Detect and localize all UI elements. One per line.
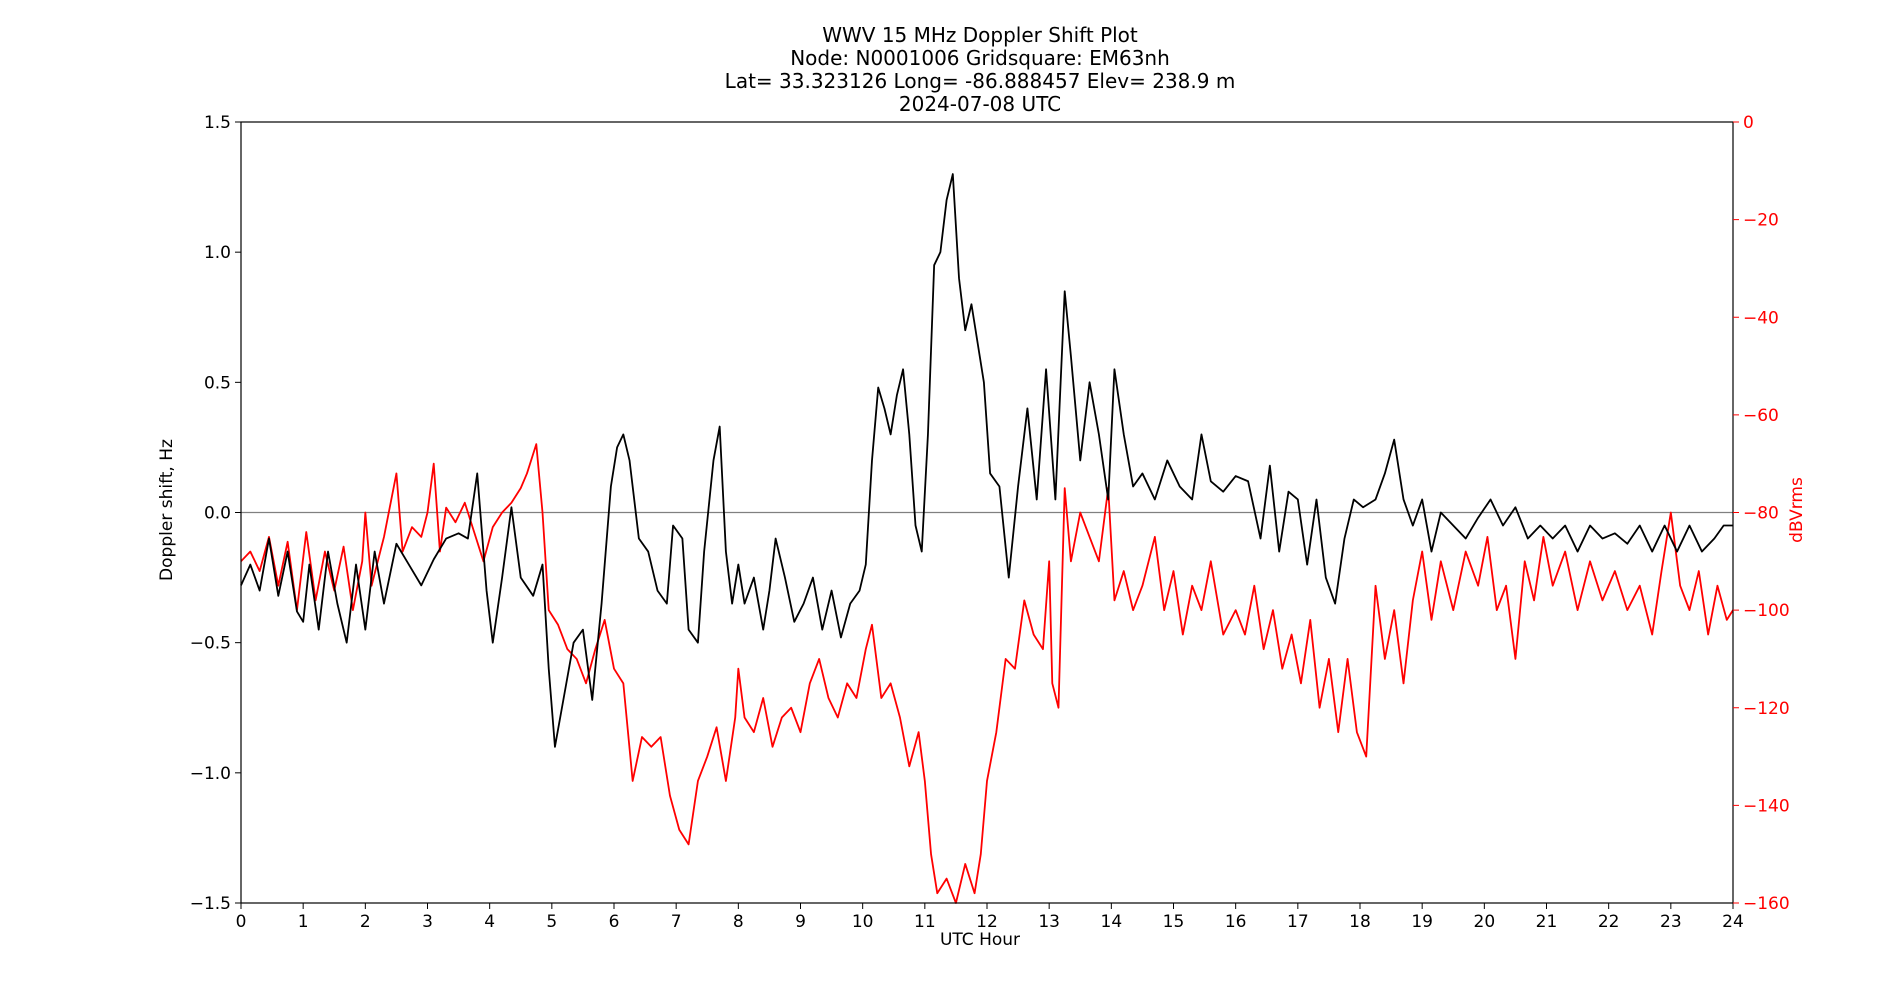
x-tick-label: 13	[1038, 912, 1060, 932]
x-axis-label: UTC Hour	[940, 930, 1020, 950]
x-tick-label: 1	[298, 912, 309, 932]
x-tick-label: 8	[733, 912, 744, 932]
x-axis: 0 1 2 3 4 5 6 7 8 9 10 11 12 13 14 15 16 17 18 19 20 21 22 23 24	[236, 903, 1744, 932]
x-tick-label: 10	[852, 912, 874, 932]
y-tick-label: 0.5	[204, 373, 231, 393]
x-tick-label: 18	[1349, 912, 1371, 932]
y-axis-left: 1.5 1.0 0.5 0.0 −0.5 −1.0 −1.5	[190, 113, 241, 914]
title-block: WWV 15 MHz Doppler Shift Plot Node: N000…	[725, 23, 1236, 116]
x-tick-label: 20	[1474, 912, 1496, 932]
x-tick-label: 9	[795, 912, 806, 932]
x-tick-label: 15	[1163, 912, 1185, 932]
x-tick-label: 14	[1101, 912, 1123, 932]
x-tick-label: 24	[1722, 912, 1744, 932]
y2-tick-label: −100	[1743, 601, 1790, 621]
y-tick-label: 0.0	[204, 504, 231, 524]
x-tick-label: 6	[609, 912, 620, 932]
x-tick-label: 5	[546, 912, 557, 932]
x-tick-label: 7	[671, 912, 682, 932]
x-tick-label: 12	[976, 912, 998, 932]
doppler-series-line	[240, 173, 1733, 748]
y-tick-label: −1.5	[190, 894, 231, 914]
y2-tick-label: 0	[1743, 113, 1754, 133]
x-tick-label: 2	[360, 912, 371, 932]
y2-axis-label: dBVrms	[1787, 477, 1807, 543]
x-tick-label: 11	[914, 912, 936, 932]
chart-subtitle-location: Lat= 33.323126 Long= -86.888457 Elev= 23…	[725, 69, 1236, 93]
y2-tick-label: −80	[1743, 504, 1779, 524]
y2-tick-label: −60	[1743, 406, 1779, 426]
y2-tick-label: −120	[1743, 699, 1790, 719]
series-layer	[240, 173, 1734, 904]
y-tick-label: −0.5	[190, 634, 231, 654]
x-tick-label: 4	[484, 912, 495, 932]
chart-title: WWV 15 MHz Doppler Shift Plot	[822, 23, 1138, 47]
chart-subtitle-date: 2024-07-08 UTC	[899, 92, 1061, 116]
y-tick-label: 1.0	[204, 243, 231, 263]
x-tick-label: 23	[1660, 912, 1682, 932]
x-tick-label: 22	[1598, 912, 1620, 932]
y2-tick-label: −160	[1743, 894, 1790, 914]
y2-tick-label: −40	[1743, 308, 1779, 328]
x-tick-label: 0	[236, 912, 247, 932]
y-axis-label: Doppler shift, Hz	[157, 439, 177, 581]
y2-tick-label: −140	[1743, 796, 1790, 816]
x-tick-label: 19	[1411, 912, 1433, 932]
x-tick-label: 3	[422, 912, 433, 932]
x-tick-label: 16	[1225, 912, 1247, 932]
y2-tick-label: −20	[1743, 211, 1779, 231]
x-tick-label: 17	[1287, 912, 1309, 932]
y-axis-right: 0 −20 −40 −60 −80 −100 −120 −140 −160	[1733, 113, 1790, 914]
x-tick-label: 21	[1536, 912, 1558, 932]
y-tick-label: 1.5	[204, 113, 231, 133]
chart-subtitle-node: Node: N0001006 Gridsquare: EM63nh	[790, 46, 1170, 70]
y-tick-label: −1.0	[190, 764, 231, 784]
